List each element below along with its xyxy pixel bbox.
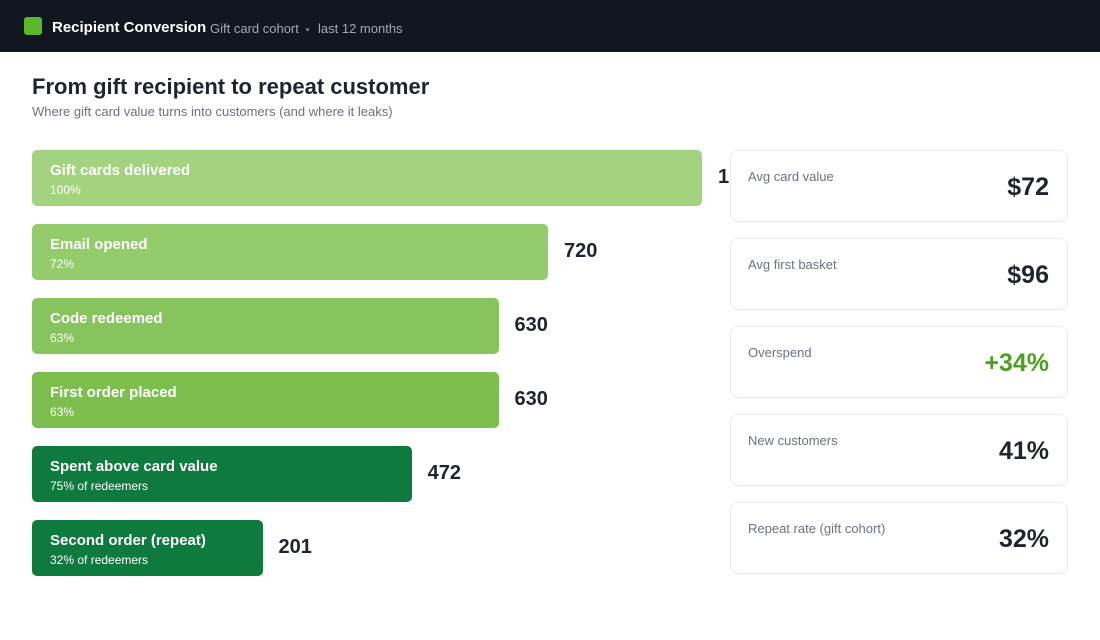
stage-note: 75% of redeemers [50, 479, 149, 493]
kpi-card: New customers 41% [730, 414, 1068, 486]
stage-note: 63% [50, 405, 75, 419]
kpi-label: Avg first basket [748, 257, 837, 272]
kpi-card: Overspend +34% [730, 326, 1068, 398]
kpi-label: Overspend [748, 345, 812, 360]
kpi-label: Avg card value [748, 169, 834, 184]
stage-note: 32% of redeemers [50, 553, 149, 567]
value-label: 630 [514, 388, 548, 410]
kpi-label: New customers [748, 433, 838, 448]
stage-label: Code redeemed [50, 310, 163, 327]
funnel-bar: First order placed 63% [32, 372, 499, 428]
stage-label: Gift cards delivered [50, 162, 191, 179]
period: last 12 months [318, 21, 403, 36]
stage-note: 63% [50, 331, 75, 345]
chart-subtitle: Where gift card value turns into custome… [32, 104, 393, 119]
separator [306, 28, 309, 31]
stage-label: Spent above card value [50, 458, 218, 475]
kpi-card: Avg card value $72 [730, 150, 1068, 222]
funnel-bar: Gift cards delivered 100% [32, 150, 702, 206]
logo [24, 17, 42, 35]
kpi-value: +34% [984, 349, 1049, 377]
kpi-label: Repeat rate (gift cohort) [748, 521, 886, 536]
value-label: 630 [514, 314, 548, 336]
context: Gift card cohort [210, 21, 299, 36]
kpi-value: 32% [998, 525, 1049, 553]
kpi-card: Avg first basket $96 [730, 238, 1068, 310]
chart-title: From gift recipient to repeat customer [32, 74, 430, 99]
stage-note: 72% [50, 257, 75, 271]
value-label: 720 [564, 240, 598, 262]
top-bar: Recipient Conversion Gift card cohort la… [0, 0, 1100, 52]
kpi-value: 41% [998, 437, 1049, 465]
funnel-bar: Spent above card value 75% of redeemers [32, 446, 412, 502]
value-label: 472 [427, 462, 461, 484]
value-label: 201 [278, 536, 312, 558]
app-title: Recipient Conversion [52, 19, 207, 36]
stage-note: 100% [50, 183, 81, 197]
stage-label: Second order (repeat) [50, 532, 206, 549]
funnel-bar: Code redeemed 63% [32, 298, 499, 354]
funnel-bar: Second order (repeat) 32% of redeemers [32, 520, 263, 576]
kpi-card: Repeat rate (gift cohort) 32% [730, 502, 1068, 574]
kpi-value: $96 [1007, 261, 1049, 289]
funnel-bar: Email opened 72% [32, 224, 548, 280]
stage-label: First order placed [50, 384, 177, 401]
stage-label: Email opened [50, 236, 148, 253]
kpi-value: $72 [1007, 173, 1049, 201]
